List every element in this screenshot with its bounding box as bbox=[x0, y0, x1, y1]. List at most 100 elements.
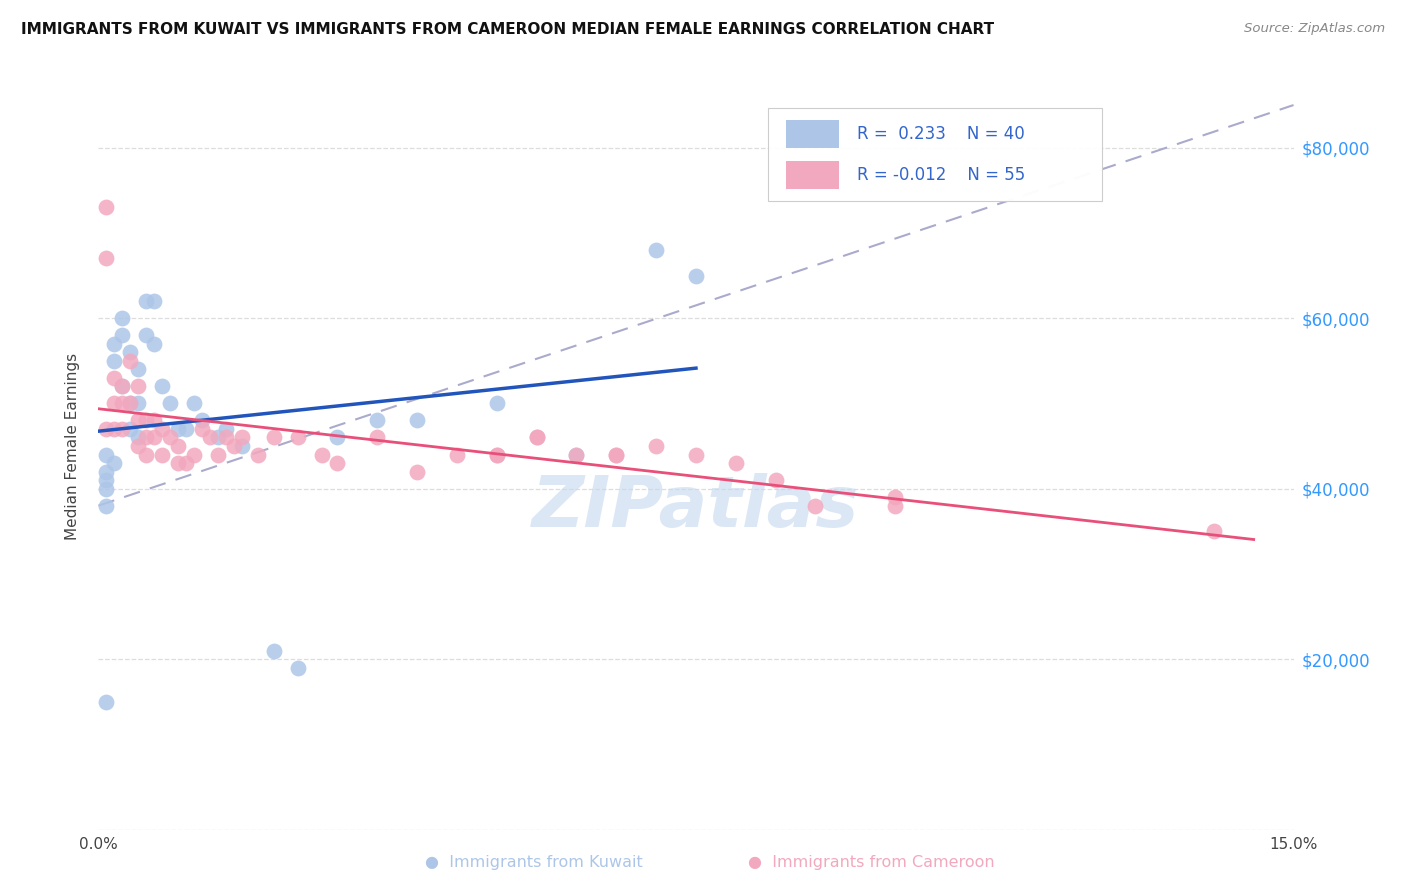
Point bbox=[406, 465, 429, 479]
Point bbox=[135, 430, 157, 444]
Point bbox=[263, 430, 285, 444]
Point bbox=[127, 439, 149, 453]
Point bbox=[127, 396, 149, 410]
Point bbox=[645, 243, 668, 257]
Text: R = -0.012    N = 55: R = -0.012 N = 55 bbox=[858, 166, 1025, 184]
Point bbox=[143, 413, 166, 427]
Point bbox=[645, 439, 668, 453]
Point bbox=[191, 422, 214, 436]
Point bbox=[191, 413, 214, 427]
Point bbox=[287, 430, 309, 444]
Point bbox=[150, 379, 173, 393]
Point bbox=[103, 456, 125, 470]
Point bbox=[526, 430, 548, 444]
Point bbox=[231, 430, 253, 444]
Point bbox=[167, 439, 190, 453]
Point bbox=[1202, 524, 1225, 539]
Point bbox=[406, 413, 429, 427]
Text: ZIPatlas: ZIPatlas bbox=[533, 473, 859, 541]
Point bbox=[215, 422, 238, 436]
Point bbox=[96, 448, 118, 462]
Text: Source: ZipAtlas.com: Source: ZipAtlas.com bbox=[1244, 22, 1385, 36]
Point bbox=[605, 448, 627, 462]
Point bbox=[263, 643, 285, 657]
Point bbox=[207, 448, 229, 462]
Point bbox=[135, 294, 157, 309]
Point bbox=[167, 456, 190, 470]
Point bbox=[96, 422, 118, 436]
Text: ●  Immigrants from Cameroon: ● Immigrants from Cameroon bbox=[748, 855, 995, 870]
Point bbox=[96, 482, 118, 496]
Point bbox=[685, 448, 707, 462]
Point bbox=[143, 430, 166, 444]
Point bbox=[366, 430, 388, 444]
Point bbox=[150, 422, 173, 436]
Bar bbox=[786, 120, 839, 148]
Point bbox=[326, 430, 349, 444]
Point bbox=[804, 499, 827, 513]
Point bbox=[96, 200, 118, 214]
Y-axis label: Median Female Earnings: Median Female Earnings bbox=[65, 352, 80, 540]
Text: ●  Immigrants from Kuwait: ● Immigrants from Kuwait bbox=[426, 855, 643, 870]
Point bbox=[485, 448, 508, 462]
Point bbox=[135, 413, 157, 427]
Point bbox=[135, 448, 157, 462]
Point bbox=[127, 362, 149, 376]
Point bbox=[103, 371, 125, 385]
Point bbox=[120, 353, 142, 368]
Point bbox=[526, 430, 548, 444]
Point bbox=[765, 473, 787, 487]
Point bbox=[103, 422, 125, 436]
Point bbox=[103, 336, 125, 351]
Point bbox=[120, 422, 142, 436]
Point bbox=[96, 695, 118, 709]
Point bbox=[884, 490, 907, 504]
Point bbox=[120, 396, 142, 410]
Point bbox=[111, 422, 134, 436]
Point bbox=[231, 439, 253, 453]
Point bbox=[143, 294, 166, 309]
Point bbox=[174, 422, 197, 436]
Point bbox=[143, 336, 166, 351]
Point bbox=[120, 396, 142, 410]
Point bbox=[111, 379, 134, 393]
Point bbox=[446, 448, 468, 462]
Point bbox=[215, 430, 238, 444]
Bar bbox=[786, 161, 839, 188]
Point bbox=[183, 396, 205, 410]
Point bbox=[485, 448, 508, 462]
Point bbox=[96, 499, 118, 513]
Point bbox=[111, 396, 134, 410]
Point bbox=[96, 465, 118, 479]
Point bbox=[111, 311, 134, 326]
FancyBboxPatch shape bbox=[768, 109, 1102, 201]
Point bbox=[287, 660, 309, 674]
Point bbox=[111, 328, 134, 343]
Point bbox=[167, 422, 190, 436]
Point bbox=[326, 456, 349, 470]
Point bbox=[111, 379, 134, 393]
Point bbox=[724, 456, 747, 470]
Point bbox=[127, 379, 149, 393]
Point bbox=[127, 413, 149, 427]
Point bbox=[246, 448, 269, 462]
Point bbox=[565, 448, 588, 462]
Point bbox=[605, 448, 627, 462]
Point bbox=[685, 268, 707, 283]
Point bbox=[565, 448, 588, 462]
Point bbox=[366, 413, 388, 427]
Point bbox=[96, 473, 118, 487]
Point bbox=[135, 328, 157, 343]
Point bbox=[485, 396, 508, 410]
Point bbox=[174, 456, 197, 470]
Point bbox=[222, 439, 245, 453]
Point bbox=[198, 430, 221, 444]
Point bbox=[96, 252, 118, 266]
Text: IMMIGRANTS FROM KUWAIT VS IMMIGRANTS FROM CAMEROON MEDIAN FEMALE EARNINGS CORREL: IMMIGRANTS FROM KUWAIT VS IMMIGRANTS FRO… bbox=[21, 22, 994, 37]
Point bbox=[127, 430, 149, 444]
Point bbox=[207, 430, 229, 444]
Point bbox=[183, 448, 205, 462]
Point bbox=[159, 396, 181, 410]
Point bbox=[311, 448, 333, 462]
Point bbox=[884, 499, 907, 513]
